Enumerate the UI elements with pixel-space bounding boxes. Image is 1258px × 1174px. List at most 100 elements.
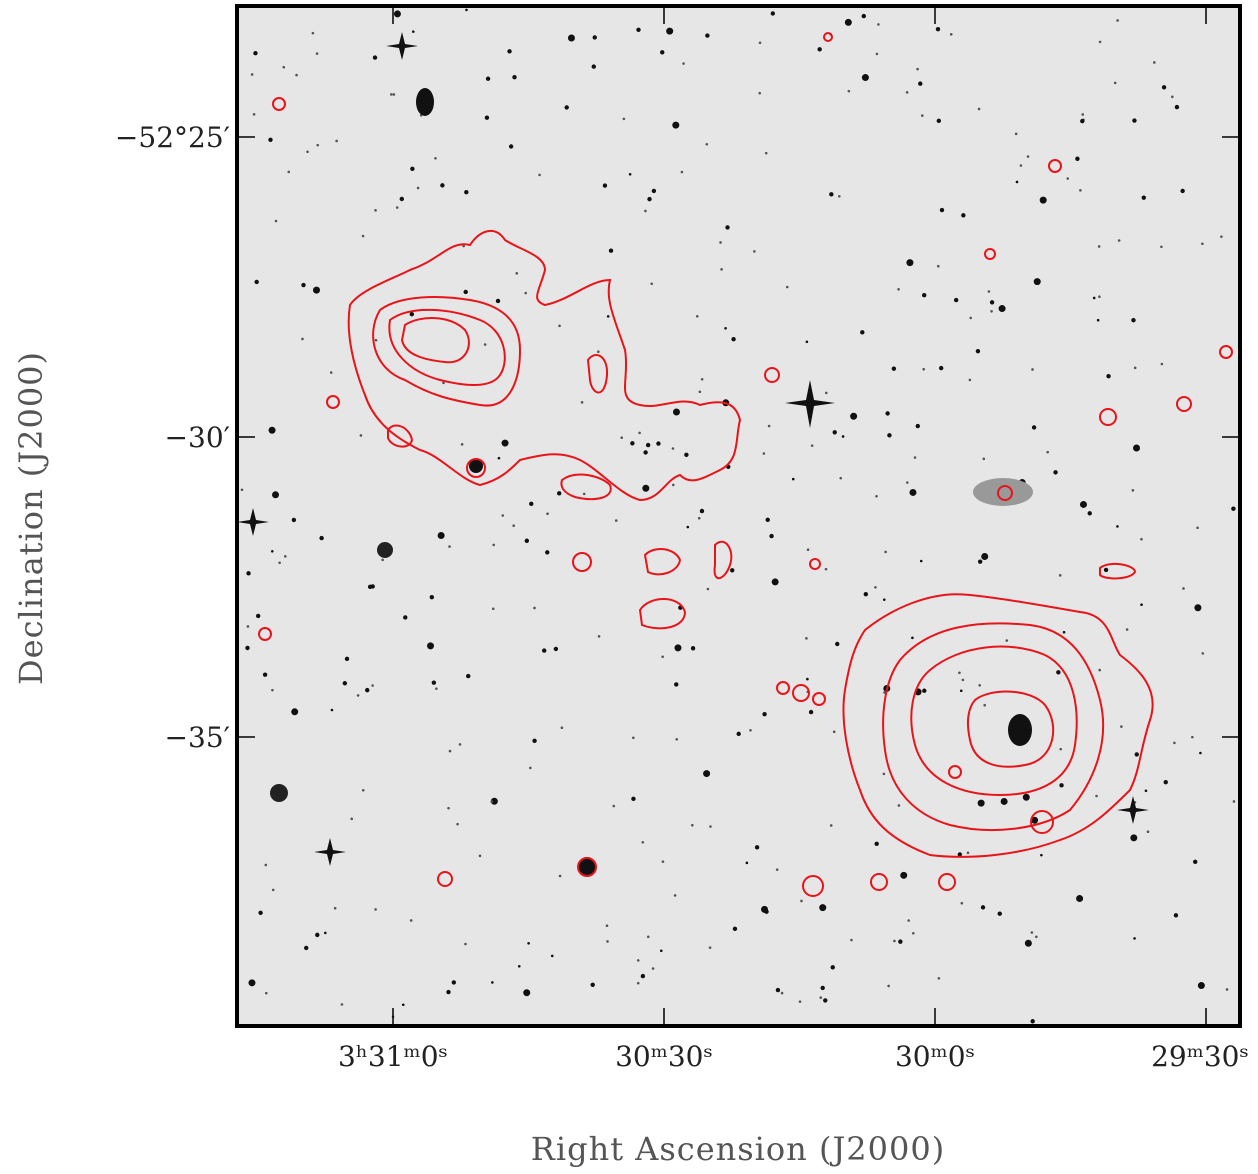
- star: [268, 426, 276, 434]
- star: [939, 207, 945, 213]
- star: [622, 117, 626, 121]
- star: [253, 51, 258, 56]
- star: [1079, 500, 1087, 508]
- star: [342, 681, 348, 686]
- contour: [882, 622, 1105, 831]
- star: [697, 516, 701, 520]
- star: [839, 476, 843, 480]
- star: [671, 447, 675, 450]
- source: [572, 552, 592, 572]
- star: [725, 225, 730, 230]
- star: [911, 931, 915, 935]
- star: [411, 30, 415, 33]
- star: [437, 531, 445, 539]
- star: [329, 371, 333, 374]
- star: [268, 137, 273, 143]
- star: [770, 11, 776, 16]
- star: [515, 272, 519, 275]
- star: [512, 74, 517, 80]
- star: [311, 31, 315, 35]
- star: [906, 481, 909, 484]
- x-tick-label: 30ᵐ30ˢ: [615, 1040, 713, 1073]
- star: [897, 804, 901, 807]
- star: [1196, 526, 1199, 530]
- star: [409, 312, 415, 317]
- star: [512, 524, 515, 528]
- star: [769, 533, 774, 539]
- star: [448, 749, 452, 753]
- star: [556, 491, 562, 496]
- star: [1225, 988, 1229, 991]
- star: [558, 874, 562, 878]
- star: [532, 738, 537, 744]
- star: [1075, 156, 1080, 161]
- contour: [638, 598, 687, 630]
- star: [966, 851, 970, 855]
- star: [558, 324, 561, 328]
- star: [920, 114, 924, 117]
- galaxy: [1008, 714, 1032, 746]
- star: [333, 906, 337, 910]
- star: [961, 213, 966, 218]
- star: [775, 868, 779, 871]
- star: [953, 297, 959, 303]
- star: [690, 646, 696, 651]
- star: [258, 910, 263, 916]
- star: [301, 282, 306, 288]
- star: [736, 731, 741, 737]
- star: [580, 401, 584, 404]
- star: [1132, 118, 1137, 123]
- star: [529, 766, 532, 770]
- star: [469, 459, 483, 473]
- star: [1030, 1019, 1035, 1024]
- star: [542, 648, 547, 653]
- source: [764, 367, 780, 383]
- star: [1097, 245, 1101, 248]
- star: [1059, 747, 1063, 751]
- star: [877, 23, 880, 26]
- star: [957, 852, 963, 857]
- star: [282, 65, 286, 69]
- plot-frame: [235, 4, 1242, 1028]
- contour: [347, 230, 742, 502]
- star: [1141, 195, 1146, 200]
- star: [659, 949, 663, 953]
- star: [381, 558, 384, 562]
- star: [485, 76, 491, 81]
- contour: [372, 296, 522, 407]
- star: [977, 107, 981, 111]
- star: [361, 234, 365, 238]
- contour: [842, 593, 1154, 858]
- star: [906, 259, 914, 267]
- star: [1015, 180, 1019, 184]
- star: [1087, 511, 1092, 516]
- source: [776, 681, 790, 695]
- star: [949, 33, 953, 36]
- star: [800, 899, 803, 903]
- star: [810, 444, 814, 447]
- star: [841, 435, 845, 438]
- galaxy: [377, 542, 393, 558]
- star: [874, 585, 877, 589]
- y-axis-label: Declination (J2000): [12, 351, 50, 685]
- star: [922, 688, 927, 693]
- star: [315, 52, 319, 55]
- contour: [400, 317, 470, 364]
- bright-star: [237, 508, 269, 536]
- star: [497, 456, 501, 460]
- star: [660, 50, 665, 55]
- y-tick-label: −52°25′: [115, 121, 230, 154]
- star: [283, 555, 287, 558]
- star: [606, 940, 609, 943]
- star: [592, 35, 597, 40]
- source: [1030, 810, 1054, 834]
- contour: [586, 354, 609, 394]
- star: [1191, 735, 1194, 739]
- star: [791, 477, 795, 481]
- star: [680, 170, 684, 174]
- star: [745, 861, 749, 865]
- contour: [910, 645, 1078, 797]
- star: [1182, 587, 1185, 590]
- star: [365, 687, 370, 693]
